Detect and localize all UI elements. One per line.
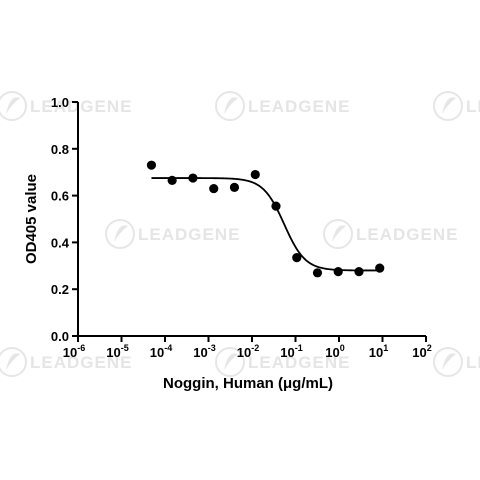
watermark: LEADGENE [215, 91, 350, 121]
watermark-brand: LEADGENE [248, 97, 350, 116]
watermark-brand: LEADGENE [30, 353, 132, 372]
data-point [146, 160, 157, 170]
data-point [292, 253, 302, 263]
leaf-swirl-icon [215, 347, 245, 377]
watermark-brand: LEADGENE [248, 353, 350, 372]
leaf-swirl-icon [433, 347, 463, 377]
data-point [209, 183, 219, 194]
leaf-swirl-icon [0, 91, 27, 121]
y-tick-label: 0.0 [51, 329, 69, 344]
leaf-swirl-icon [105, 219, 135, 249]
data-point [354, 267, 364, 277]
watermark-brand: LEADGENE [466, 97, 480, 116]
data-point [229, 182, 240, 193]
axes [77, 102, 426, 337]
x-tick-label: 10-3 [193, 343, 215, 360]
y-tick-label: 0.8 [51, 142, 69, 157]
x-tick-label: 102 [412, 343, 431, 360]
watermark-brand: LEADGENE [30, 97, 132, 116]
y-tick-label: 1.0 [51, 95, 69, 110]
x-tick-label: 10-4 [150, 343, 172, 360]
data-point [271, 201, 281, 211]
data-point [188, 173, 198, 183]
watermark-layer: LEADGENE LEADGENE LEADGENE LEADGENE LEADGENE… [0, 91, 480, 377]
data-points-layer [146, 160, 385, 278]
data-point [375, 263, 385, 273]
y-tick-label: 0.4 [51, 235, 70, 250]
data-point [167, 175, 177, 185]
leaf-swirl-icon [0, 347, 27, 377]
watermark: LEADGENE [323, 219, 458, 249]
watermark-brand: LEADGENE [138, 225, 240, 244]
watermark-brand: LEADGENE [356, 225, 458, 244]
y-tick-label: 0.6 [51, 189, 69, 204]
leaf-swirl-icon [215, 91, 245, 121]
x-axis-title: Noggin, Human (μg/mL) [163, 375, 333, 392]
watermark: LEADGENE [0, 91, 132, 121]
data-point [333, 267, 343, 277]
watermark-brand: LEADGENE [466, 353, 480, 372]
watermark: LEADGENE [433, 347, 480, 377]
leaf-swirl-icon [323, 219, 353, 249]
data-point [312, 268, 323, 278]
y-tick-label: 0.2 [51, 282, 69, 297]
watermark: LEADGENE [105, 219, 240, 249]
leaf-swirl-icon [433, 91, 463, 121]
watermark: LEADGENE [0, 347, 132, 377]
watermark: LEADGENE [215, 347, 350, 377]
watermark: LEADGENE [433, 91, 480, 121]
data-point [250, 169, 260, 180]
x-tick-label: 101 [369, 343, 388, 360]
y-axis-title: OD405 value [23, 174, 40, 264]
